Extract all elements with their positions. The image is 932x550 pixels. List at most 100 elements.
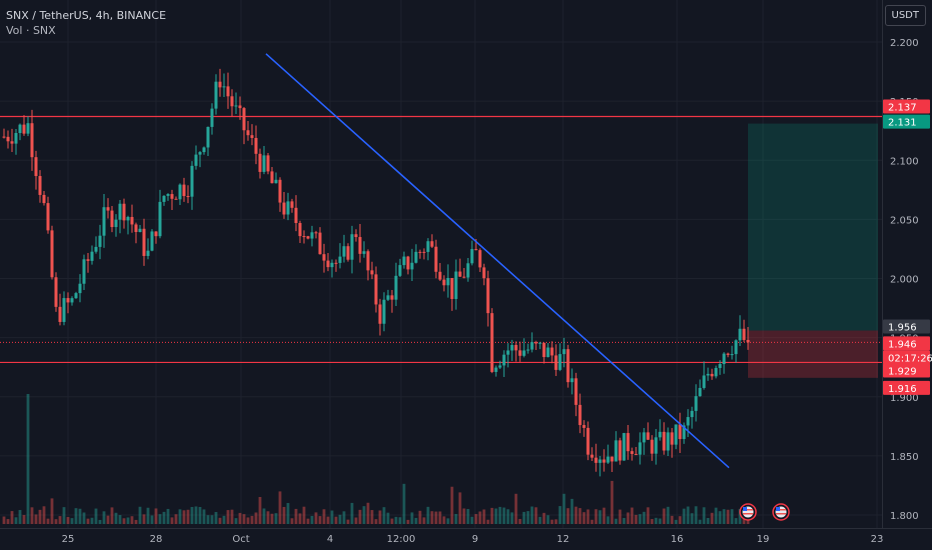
volume-bar bbox=[346, 519, 350, 524]
flag-stripe bbox=[743, 513, 753, 515]
candle-body bbox=[390, 295, 394, 300]
candle-body bbox=[174, 198, 178, 200]
y-tick-label: 2.100 bbox=[890, 156, 919, 167]
volume-bar bbox=[350, 502, 354, 524]
candle-body bbox=[686, 417, 690, 426]
candle-body bbox=[462, 276, 466, 278]
volume-bar bbox=[158, 514, 162, 524]
volume-bar bbox=[458, 492, 462, 524]
volume-bar bbox=[530, 506, 534, 524]
volume-bar bbox=[646, 507, 650, 524]
volume-bar bbox=[394, 516, 398, 524]
volume-bar bbox=[110, 507, 114, 524]
x-tick-label: 4 bbox=[327, 534, 333, 545]
volume-bar bbox=[42, 506, 46, 524]
candle-body bbox=[270, 171, 274, 184]
volume-bar bbox=[502, 507, 506, 524]
candle-body bbox=[34, 157, 38, 177]
candle-body bbox=[406, 256, 410, 270]
candle-body bbox=[142, 228, 146, 256]
volume-bar bbox=[582, 512, 586, 524]
candle-body bbox=[450, 278, 454, 299]
volume-bar bbox=[234, 518, 238, 524]
candle-body bbox=[446, 278, 450, 286]
volume-bar bbox=[366, 502, 370, 524]
volume-bar bbox=[482, 509, 486, 524]
volume-bar bbox=[94, 508, 98, 524]
volume-bar bbox=[246, 517, 250, 524]
volume-bar bbox=[722, 509, 726, 524]
candle-body bbox=[326, 260, 330, 268]
candle-body bbox=[502, 354, 506, 366]
price-label-text: 2.137 bbox=[888, 102, 917, 113]
volume-bar bbox=[370, 510, 374, 524]
volume-bar bbox=[62, 507, 66, 524]
volume-bar bbox=[490, 507, 494, 524]
volume-bar bbox=[86, 518, 90, 524]
candle-body bbox=[218, 81, 222, 88]
candle-body bbox=[534, 342, 538, 344]
volume-bar bbox=[474, 514, 478, 524]
volume-bar bbox=[354, 517, 358, 524]
volume-bar bbox=[682, 508, 686, 524]
candle-body bbox=[506, 350, 510, 355]
y-tick-label: 1.900 bbox=[890, 393, 919, 404]
volume-bar bbox=[402, 483, 406, 524]
candle-body bbox=[718, 364, 722, 368]
volume-bar bbox=[14, 517, 18, 524]
candle-body bbox=[650, 439, 654, 454]
candle-body bbox=[66, 298, 70, 303]
candle-body bbox=[38, 176, 42, 195]
volume-bar bbox=[734, 518, 738, 524]
candle-body bbox=[550, 347, 554, 356]
candle-body bbox=[662, 431, 666, 451]
candle-body bbox=[334, 262, 338, 264]
candle-body bbox=[114, 219, 118, 228]
price-label-text: 1.956 bbox=[888, 323, 917, 334]
price-label-text: 1.916 bbox=[888, 384, 917, 395]
flag-canton bbox=[743, 507, 747, 511]
candle-body bbox=[582, 425, 586, 428]
candle-body bbox=[454, 271, 458, 299]
volume-bar bbox=[550, 519, 554, 524]
candle-body bbox=[602, 459, 606, 463]
volume-legend: Vol · SNX bbox=[6, 24, 56, 37]
candle-body bbox=[250, 135, 254, 138]
volume-bar bbox=[30, 507, 34, 524]
volume-bar bbox=[562, 493, 566, 524]
candle-body bbox=[50, 230, 54, 278]
candle-body bbox=[102, 207, 106, 236]
candle-body bbox=[286, 201, 290, 215]
candle-body bbox=[350, 234, 354, 260]
candle-body bbox=[478, 250, 482, 268]
candle-body bbox=[274, 179, 278, 184]
volume-bar bbox=[510, 512, 514, 524]
candle-body bbox=[490, 313, 494, 372]
volume-bar bbox=[658, 518, 662, 524]
candle-body bbox=[638, 442, 642, 455]
candle-body bbox=[170, 194, 174, 199]
volume-bar bbox=[518, 518, 522, 524]
candle-body bbox=[382, 299, 386, 324]
currency-button[interactable]: USDT bbox=[884, 5, 926, 26]
y-tick-label: 2.050 bbox=[890, 215, 919, 226]
volume-bar bbox=[162, 511, 166, 524]
volume-bar bbox=[10, 511, 14, 524]
candle-body bbox=[26, 123, 30, 134]
candle-body bbox=[318, 232, 322, 255]
candle-body bbox=[162, 195, 166, 202]
volume-bar bbox=[614, 518, 618, 524]
volume-bar bbox=[362, 506, 366, 524]
volume-bar bbox=[462, 508, 466, 524]
volume-bar bbox=[534, 507, 538, 524]
candle-body bbox=[474, 249, 478, 251]
candle-body bbox=[150, 231, 154, 251]
volume-bar bbox=[706, 517, 710, 524]
candle-body bbox=[138, 228, 142, 233]
volume-bar bbox=[274, 513, 278, 524]
x-tick-label: 16 bbox=[671, 534, 684, 545]
candle-body bbox=[238, 105, 242, 109]
volume-bar bbox=[574, 506, 578, 524]
